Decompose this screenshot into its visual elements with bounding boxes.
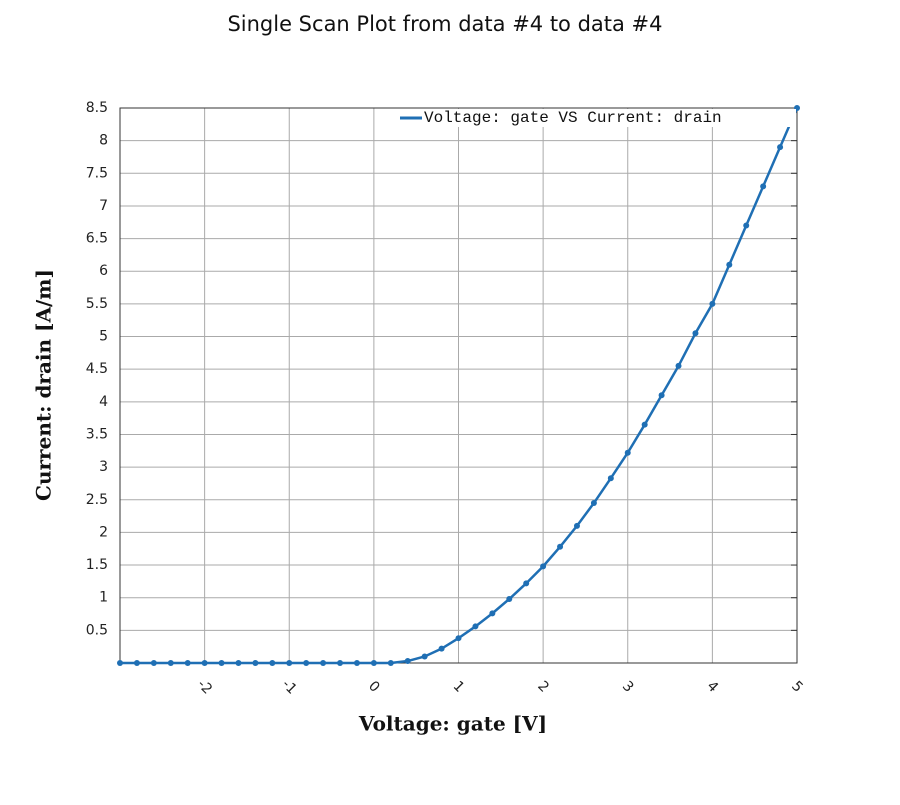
data-point	[743, 222, 750, 229]
data-point	[590, 500, 597, 507]
data-point	[641, 421, 648, 428]
data-point	[201, 660, 208, 666]
data-point	[573, 522, 580, 529]
data-point	[133, 660, 140, 666]
y-tick-label: 4.5	[86, 361, 108, 377]
data-point	[624, 449, 631, 456]
data-point	[455, 635, 462, 642]
data-point	[117, 660, 123, 666]
data-point	[150, 660, 157, 666]
y-tick-label: 7.5	[86, 165, 108, 181]
y-tick-label: 3.5	[86, 426, 108, 442]
x-tick-label: -2	[194, 676, 215, 697]
y-tick-label: 0.5	[86, 622, 108, 638]
y-tick-label: 8.5	[86, 100, 108, 116]
data-point	[692, 330, 699, 337]
data-point	[337, 660, 344, 666]
data-point	[658, 392, 665, 399]
data-point	[421, 653, 428, 660]
y-tick-label: 7	[99, 198, 108, 214]
chart-title: Single Scan Plot from data #4 to data #4	[227, 12, 662, 36]
data-point	[320, 660, 327, 666]
data-point	[607, 475, 614, 482]
y-tick-label: 1	[99, 590, 108, 606]
data-point	[777, 144, 784, 151]
data-point	[269, 660, 276, 666]
data-point	[540, 563, 547, 570]
y-tick-label: 2	[99, 524, 108, 540]
data-point	[675, 362, 682, 369]
x-tick-label: 1	[450, 678, 468, 696]
data-point	[472, 623, 479, 630]
data-point	[506, 596, 513, 603]
data-point	[235, 660, 242, 666]
x-tick-label: 0	[365, 678, 383, 696]
y-tick-label: 8	[99, 133, 108, 149]
data-point	[709, 300, 716, 307]
data-point	[760, 183, 767, 190]
y-tick-label: 2.5	[86, 492, 108, 508]
y-tick-label: 3	[99, 459, 108, 475]
data-point	[184, 660, 191, 666]
x-tick-label: 5	[788, 678, 806, 696]
x-tick-label: -1	[279, 676, 300, 697]
legend-label: Voltage: gate VS Current: drain	[424, 109, 722, 127]
y-tick-label: 4	[99, 394, 108, 410]
data-point	[557, 543, 564, 550]
data-point	[404, 658, 411, 665]
plot-frame	[119, 107, 798, 664]
y-axis-label: Current: drain [A/m]	[32, 269, 56, 501]
y-tick-label: 5	[99, 329, 108, 345]
x-axis-label: Voltage: gate [V]	[358, 712, 547, 736]
data-point	[167, 660, 174, 666]
data-point	[370, 660, 377, 666]
data-point	[218, 660, 225, 666]
x-tick-label: 2	[534, 678, 552, 696]
y-tick-label: 6.5	[86, 231, 108, 247]
y-tick-label: 6	[99, 263, 108, 279]
data-point	[438, 645, 445, 652]
data-point	[489, 610, 496, 617]
legend-box	[396, 109, 796, 127]
x-tick-label: 4	[704, 678, 722, 696]
data-point	[252, 660, 259, 666]
data-point	[303, 660, 310, 666]
data-point	[387, 660, 394, 666]
data-point	[353, 660, 360, 666]
data-point	[286, 660, 293, 666]
y-tick-label: 5.5	[86, 296, 108, 312]
data-point	[523, 580, 530, 587]
x-tick-label: 3	[619, 678, 637, 696]
y-tick-label: 1.5	[86, 557, 108, 573]
data-point	[726, 261, 733, 268]
